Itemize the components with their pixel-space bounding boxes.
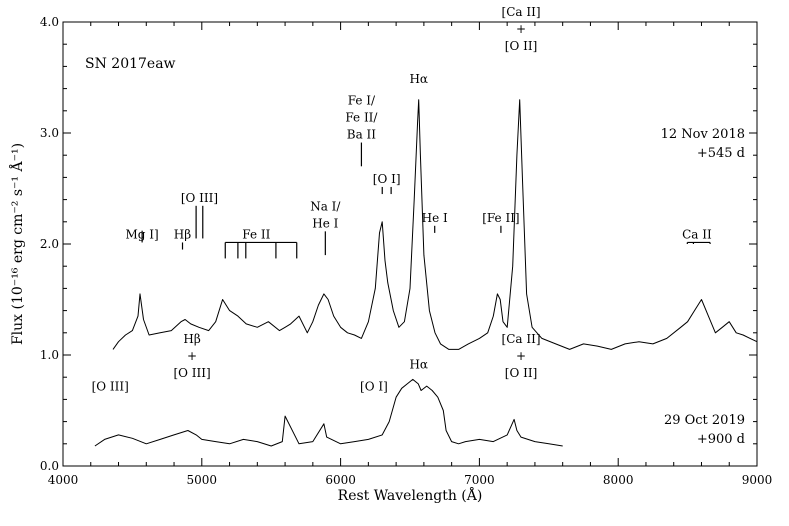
x-tick-label: 5000 <box>187 473 218 487</box>
line-annotation: Na I/ <box>310 199 341 213</box>
line-annotation: [O III] <box>173 366 210 380</box>
line-annotation: [O II] <box>505 366 538 380</box>
x-axis-label: Rest Wavelength (Å) <box>338 486 483 504</box>
x-tick-label: 4000 <box>48 473 79 487</box>
line-annotation: He I <box>312 216 338 230</box>
y-tick-label: 4.0 <box>40 15 59 29</box>
line-annotation: Ca II <box>682 227 712 241</box>
series-2-line <box>94 378 563 447</box>
x-tick-label: 6000 <box>325 473 356 487</box>
series-2-epoch: 29 Oct 2019 <box>664 413 745 428</box>
series-1-epoch: 12 Nov 2018 <box>661 127 745 142</box>
series-1-line <box>112 99 758 350</box>
line-annotation: [O I] <box>360 380 388 394</box>
line-annotation: Fe II/ <box>345 111 378 125</box>
line-annotation: [O III] <box>92 380 129 394</box>
y-axis-label: Flux (10⁻¹⁶ erg cm⁻² s⁻¹ Å⁻¹) <box>8 143 26 345</box>
line-annotation: Hβ <box>174 227 191 241</box>
line-annotation: [O III] <box>181 191 218 205</box>
line-annotation: [O II] <box>505 39 538 53</box>
x-tick-label: 8000 <box>603 473 634 487</box>
line-annotation: Fe I/ <box>348 94 376 108</box>
line-annotation: Hβ <box>183 332 200 346</box>
series-2-phase: +900 d <box>697 432 745 447</box>
line-annotation: Ba II <box>347 128 377 142</box>
y-tick-label: 2.0 <box>40 237 59 251</box>
line-annotation: Hα <box>409 357 428 371</box>
line-annotation: He I <box>422 211 448 225</box>
line-annotation: [Ca II] <box>502 5 541 19</box>
series-1-phase: +545 d <box>697 146 745 161</box>
line-annotation: [Ca II] <box>502 332 541 346</box>
line-annotation: Hα <box>409 72 428 86</box>
y-tick-label: 3.0 <box>40 126 59 140</box>
line-annotation: Mg I] <box>126 227 159 241</box>
line-annotation: [O I] <box>373 172 401 186</box>
x-tick-label: 9000 <box>742 473 773 487</box>
line-annotation: Fe II <box>242 227 270 241</box>
y-tick-label: 0.0 <box>40 459 59 473</box>
line-annotation: [Fe II] <box>482 211 519 225</box>
line-annotation: + <box>187 349 197 363</box>
line-annotation: + <box>516 349 526 363</box>
plot-frame <box>62 21 758 467</box>
x-tick-label: 7000 <box>464 473 495 487</box>
chart-title: SN 2017eaw <box>85 56 176 72</box>
y-tick-label: 1.0 <box>40 348 59 362</box>
line-annotation: + <box>516 22 526 36</box>
